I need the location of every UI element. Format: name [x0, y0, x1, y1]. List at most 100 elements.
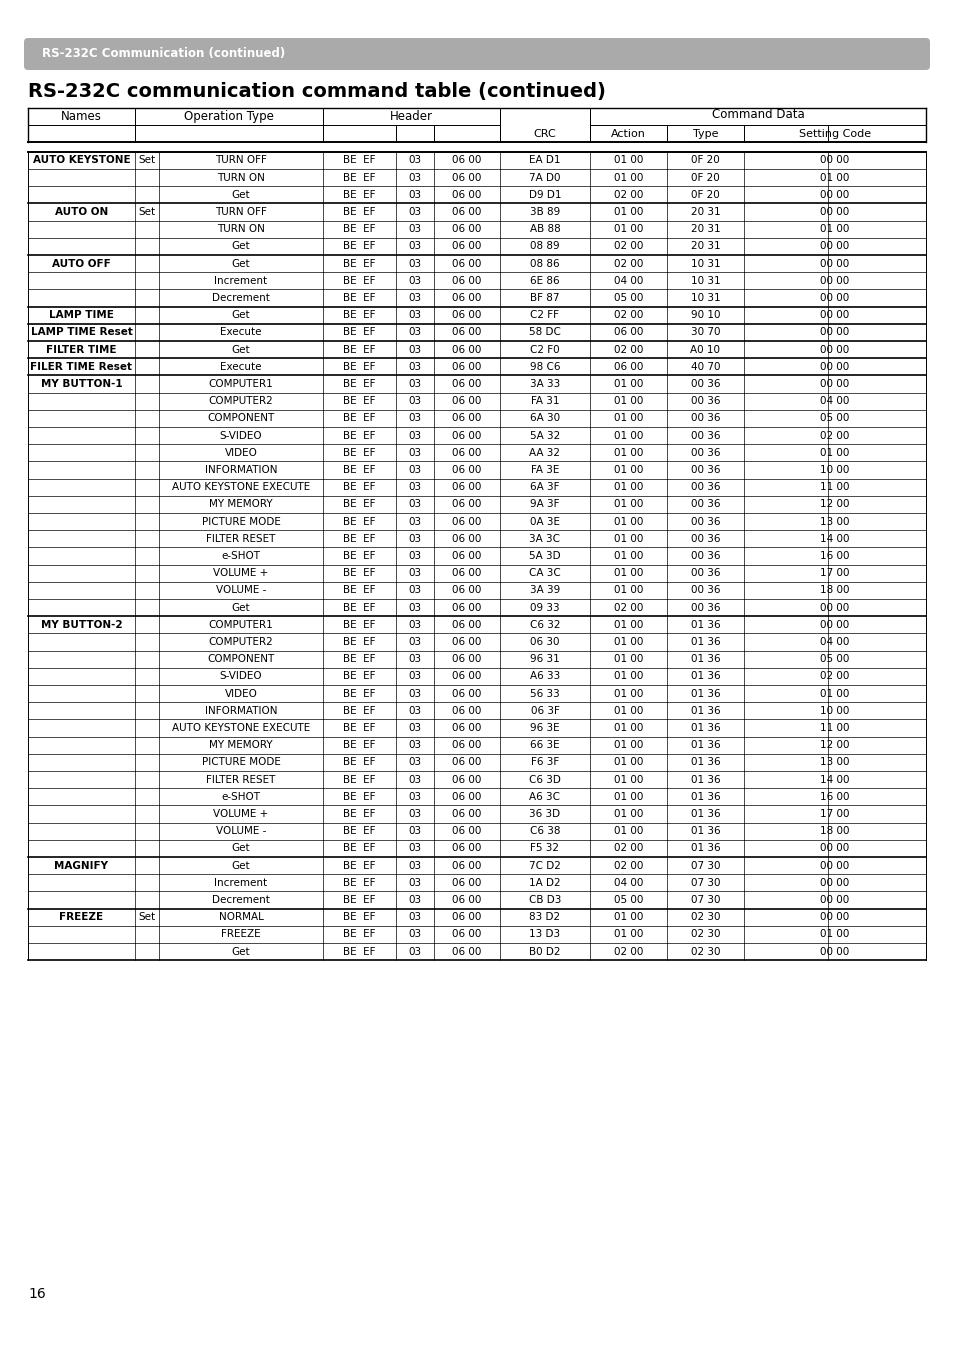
Text: INFORMATION: INFORMATION — [205, 465, 277, 475]
Text: BE  EF: BE EF — [343, 328, 375, 337]
Text: 7A D0: 7A D0 — [529, 173, 560, 182]
Text: 06 00: 06 00 — [452, 379, 481, 389]
Text: 01 00: 01 00 — [613, 688, 642, 699]
Text: 03: 03 — [408, 430, 421, 441]
Text: TURN OFF: TURN OFF — [214, 206, 267, 217]
Text: AB 88: AB 88 — [529, 224, 559, 235]
Text: 00 36: 00 36 — [690, 448, 720, 457]
Text: Set: Set — [138, 912, 155, 923]
Text: 02 30: 02 30 — [690, 912, 720, 923]
Text: 06 00: 06 00 — [452, 568, 481, 579]
Text: CRC: CRC — [533, 128, 556, 139]
Text: 02 30: 02 30 — [690, 947, 720, 956]
Text: Decrement: Decrement — [212, 293, 270, 304]
Text: RS-232C communication command table (continued): RS-232C communication command table (con… — [28, 82, 605, 101]
Text: 03: 03 — [408, 688, 421, 699]
Text: BE  EF: BE EF — [343, 430, 375, 441]
Text: Get: Get — [232, 603, 250, 612]
Text: 03: 03 — [408, 878, 421, 888]
Text: 06 00: 06 00 — [452, 741, 481, 750]
Text: Operation Type: Operation Type — [184, 111, 274, 123]
Text: COMPUTER1: COMPUTER1 — [209, 619, 274, 630]
Text: AA 32: AA 32 — [529, 448, 560, 457]
Text: BE  EF: BE EF — [343, 672, 375, 681]
Text: 6E 86: 6E 86 — [530, 275, 559, 286]
Text: 00 00: 00 00 — [820, 310, 849, 320]
Text: 96 31: 96 31 — [530, 654, 559, 664]
Text: Execute: Execute — [220, 362, 261, 372]
Text: 00 00: 00 00 — [820, 379, 849, 389]
Text: 00 00: 00 00 — [820, 878, 849, 888]
Text: VOLUME -: VOLUME - — [215, 826, 266, 836]
Text: FA 3E: FA 3E — [530, 465, 558, 475]
Text: AUTO KEYSTONE EXECUTE: AUTO KEYSTONE EXECUTE — [172, 482, 310, 492]
Text: 17 00: 17 00 — [820, 568, 849, 579]
Text: 06 00: 06 00 — [452, 826, 481, 836]
Text: 00 00: 00 00 — [820, 328, 849, 337]
Text: 11 00: 11 00 — [820, 723, 849, 733]
Text: 13 00: 13 00 — [820, 517, 849, 526]
Text: 01 00: 01 00 — [613, 550, 642, 561]
Text: 07 30: 07 30 — [690, 878, 720, 888]
Text: 5A 3D: 5A 3D — [529, 550, 560, 561]
Text: BE  EF: BE EF — [343, 826, 375, 836]
Text: LAMP TIME Reset: LAMP TIME Reset — [30, 328, 132, 337]
Text: BE  EF: BE EF — [343, 894, 375, 905]
Text: MY BUTTON-1: MY BUTTON-1 — [41, 379, 122, 389]
Text: 03: 03 — [408, 826, 421, 836]
Text: 16 00: 16 00 — [820, 792, 849, 801]
Text: e-SHOT: e-SHOT — [221, 792, 260, 801]
Text: 07 30: 07 30 — [690, 894, 720, 905]
Text: 01 00: 01 00 — [613, 637, 642, 648]
Text: 05 00: 05 00 — [820, 654, 849, 664]
Text: 06 3F: 06 3F — [530, 706, 558, 716]
Text: 01 36: 01 36 — [690, 706, 720, 716]
Text: 58 DC: 58 DC — [529, 328, 560, 337]
Text: 00 00: 00 00 — [820, 293, 849, 304]
Text: 13 00: 13 00 — [820, 757, 849, 768]
Text: A6 33: A6 33 — [529, 672, 559, 681]
Text: PICTURE MODE: PICTURE MODE — [201, 757, 280, 768]
Text: 05 00: 05 00 — [613, 293, 642, 304]
Text: C6 32: C6 32 — [529, 619, 559, 630]
Text: BE  EF: BE EF — [343, 293, 375, 304]
Text: BE  EF: BE EF — [343, 792, 375, 801]
Text: 06 00: 06 00 — [452, 293, 481, 304]
Text: 06 00: 06 00 — [452, 912, 481, 923]
Text: 16 00: 16 00 — [820, 550, 849, 561]
Text: Type: Type — [692, 128, 718, 139]
Text: 03: 03 — [408, 155, 421, 166]
Text: 14 00: 14 00 — [820, 774, 849, 785]
Text: Get: Get — [232, 241, 250, 251]
Text: Set: Set — [138, 155, 155, 166]
Text: 00 36: 00 36 — [690, 413, 720, 424]
Text: BE  EF: BE EF — [343, 774, 375, 785]
Text: 03: 03 — [408, 259, 421, 268]
Text: BE  EF: BE EF — [343, 379, 375, 389]
Text: 01 00: 01 00 — [820, 173, 849, 182]
Text: 00 00: 00 00 — [820, 259, 849, 268]
Text: 03: 03 — [408, 809, 421, 819]
Text: 01 00: 01 00 — [613, 654, 642, 664]
Text: AUTO OFF: AUTO OFF — [52, 259, 111, 268]
Text: 03: 03 — [408, 929, 421, 939]
Text: BE  EF: BE EF — [343, 344, 375, 355]
Text: 06 00: 06 00 — [452, 173, 481, 182]
Text: 00 36: 00 36 — [690, 499, 720, 510]
Text: 03: 03 — [408, 397, 421, 406]
Text: 06 00: 06 00 — [452, 517, 481, 526]
Text: BE  EF: BE EF — [343, 603, 375, 612]
Text: 01 36: 01 36 — [690, 672, 720, 681]
Text: 02 00: 02 00 — [820, 672, 849, 681]
Text: Names: Names — [61, 111, 102, 123]
Text: 0F 20: 0F 20 — [690, 190, 720, 200]
Text: 90 10: 90 10 — [690, 310, 720, 320]
Text: C6 38: C6 38 — [529, 826, 559, 836]
Text: 04 00: 04 00 — [820, 637, 849, 648]
FancyBboxPatch shape — [24, 38, 929, 70]
Text: 06 00: 06 00 — [452, 843, 481, 854]
Text: INFORMATION: INFORMATION — [205, 706, 277, 716]
Text: 06 00: 06 00 — [452, 792, 481, 801]
Text: 03: 03 — [408, 757, 421, 768]
Text: 06 00: 06 00 — [613, 328, 642, 337]
